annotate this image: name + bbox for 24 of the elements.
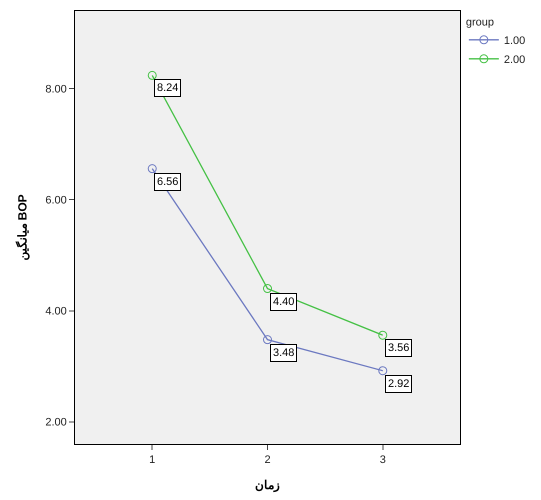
data-label: 4.40	[273, 296, 294, 308]
y-axis-title: میانگین BOP	[14, 194, 31, 261]
x-tick-label: 3	[380, 454, 386, 466]
legend-label: 2.00	[504, 54, 526, 66]
point	[263, 284, 272, 294]
y-tick-label: 4.00	[45, 306, 67, 318]
data-label: 6.56	[157, 176, 178, 188]
legend-title: group	[466, 16, 494, 28]
data-label: 8.24	[157, 82, 178, 94]
x-axis-title: زمان	[255, 478, 280, 494]
point	[148, 70, 157, 80]
point	[378, 366, 388, 376]
y-tick-label: 8.00	[45, 84, 67, 96]
data-label: 3.56	[388, 342, 410, 354]
point	[378, 330, 388, 340]
data-label: 2.92	[388, 378, 410, 390]
point	[263, 335, 272, 344]
y-tick-label: 6.00	[45, 194, 67, 207]
x-tick-label: 1	[149, 454, 156, 466]
legend-label: 1.00	[504, 35, 526, 48]
data-label: 3.48	[273, 347, 294, 359]
point	[148, 164, 157, 174]
x-tick-label: 2	[264, 454, 271, 466]
y-tick-label: 2.00	[45, 416, 67, 429]
